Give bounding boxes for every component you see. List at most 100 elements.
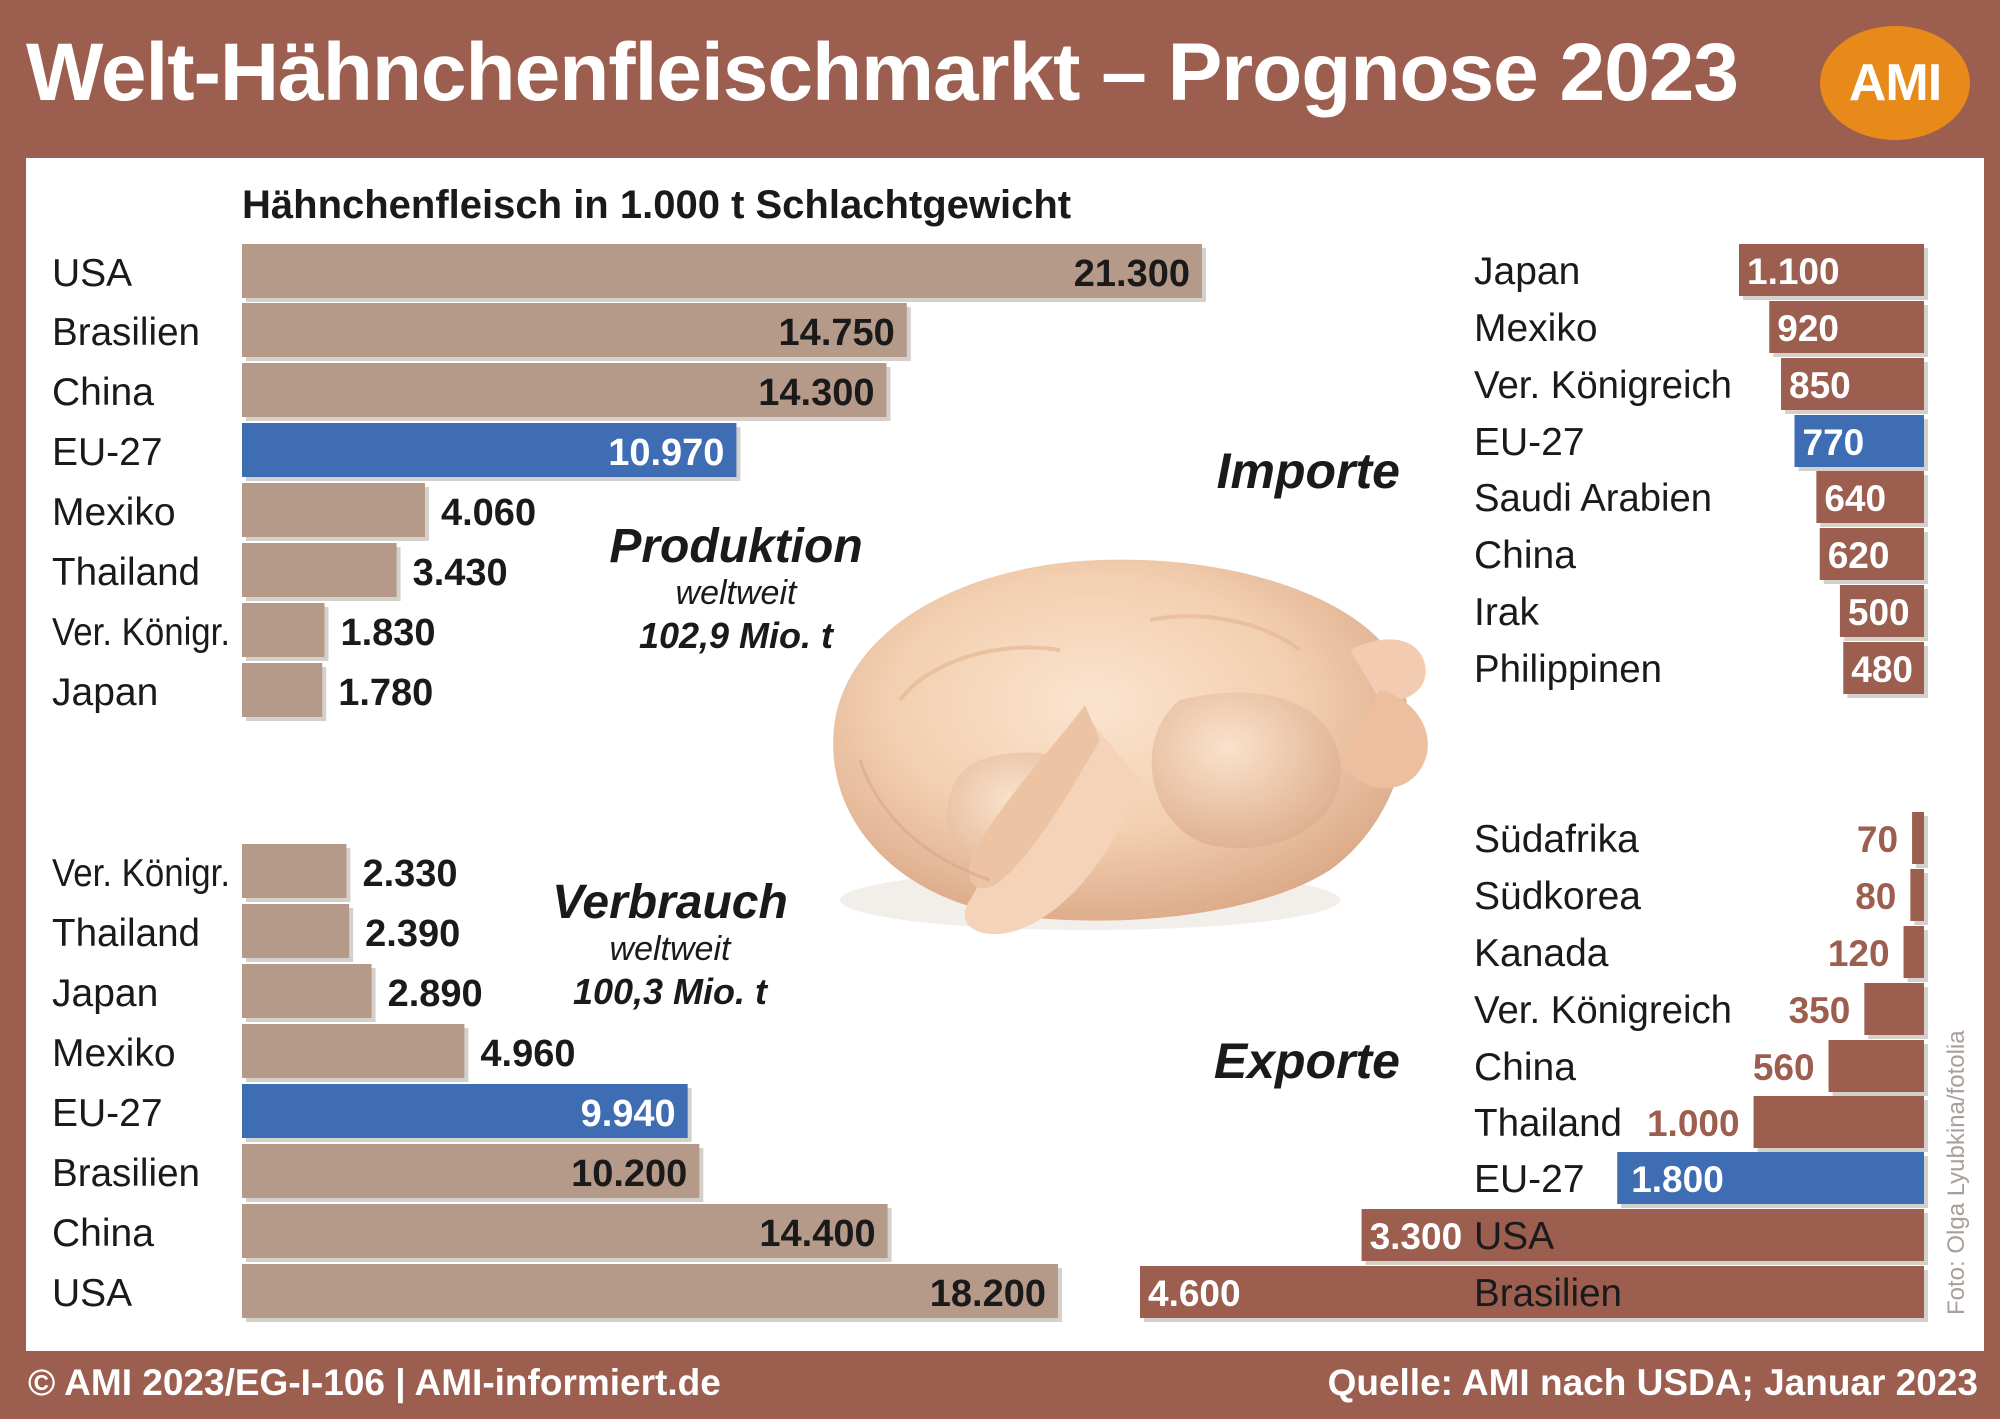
imports-category-label: China [1474,534,1576,577]
imports-bar [1794,415,1924,467]
imports-value-label: 480 [1851,649,1913,690]
consumption-category-label: Japan [52,972,158,1015]
exports-value-label: 1.800 [1631,1159,1724,1200]
exports-category-label: Kanada [1474,932,1609,975]
exports-bar [1910,869,1924,921]
consumption-label: Verbrauch [552,876,788,929]
exports-category-label: USA [1474,1215,1554,1258]
logo-text: AMI [1848,54,1942,112]
production-value-label: 14.300 [758,372,874,414]
imports-category-label: Philippinen [1474,648,1662,691]
exports-category-label: Ver. Königreich [1474,989,1732,1032]
exports-category-label: Südkorea [1474,875,1641,918]
imports-bar [1739,244,1924,296]
production-category-label: USA [52,252,132,295]
imports-bar [1819,528,1924,580]
footer-copyright: © AMI 2023/EG-I-106 | AMI-informiert.de [28,1362,721,1403]
exports-value-label: 1.000 [1647,1103,1740,1144]
exports-value-label: 350 [1789,990,1851,1031]
production-bar [242,423,737,477]
consumption-value-label: 14.400 [759,1213,875,1255]
exports-bar [1912,812,1924,864]
imports-bar [1769,301,1924,353]
production-category-label: Mexiko [52,491,176,534]
exports-category-label: Südafrika [1474,818,1639,861]
production-value-label: 1.780 [338,672,433,714]
imports-category-label: EU-27 [1474,421,1585,464]
production-value-label: 14.750 [779,312,895,354]
consumption-value-label: 10.200 [571,1153,687,1195]
consumption-category-label: Ver. Königr. [52,852,230,895]
exports-value-label: 560 [1753,1047,1815,1088]
production-value-label: 4.060 [441,492,536,534]
imports-category-label: Ver. Königreich [1474,364,1732,407]
consumption-value-label: 2.390 [365,913,460,955]
consumption-bar [242,1144,700,1198]
chicken-photo [833,559,1428,935]
imports-category-label: Japan [1474,250,1580,293]
consumption-value-label: 9.940 [581,1093,676,1135]
ami-logo: AMI [1820,26,1970,140]
consumption-bar [242,904,350,958]
chart-title: Welt-Hähnchenfleischmarkt – Prognose 202… [26,27,1739,118]
exports-category-label: EU-27 [1474,1158,1585,1201]
production-category-label: China [52,371,154,414]
imports-value-label: 920 [1777,308,1839,349]
consumption-category-label: Brasilien [52,1152,200,1195]
consumption-category-label: Thailand [52,912,200,955]
imports-label: Importe [1217,443,1400,499]
imports-bar [1816,471,1924,523]
consumption-category-label: EU-27 [52,1092,163,1135]
production-value-label: 21.300 [1074,253,1190,295]
consumption-bar [242,1204,888,1258]
consumption-category-label: USA [52,1272,132,1315]
production-value-label: 10.970 [608,432,724,474]
exports-bar [1617,1152,1924,1204]
consumption-total: 100,3 Mio. t [573,971,769,1012]
production-bar [242,244,1202,298]
consumption-bar [242,964,372,1018]
consumption-bar [242,1024,465,1078]
production-bar [242,303,907,357]
footer-source: Quelle: AMI nach USDA; Januar 2023 [1327,1362,1978,1403]
exports-value-label: 120 [1828,933,1890,974]
consumption-value-label: 18.200 [930,1273,1046,1315]
imports-bar [1839,585,1924,637]
exports-value-label: 70 [1857,819,1898,860]
exports-bar [1753,1096,1924,1148]
imports-category-label: Saudi Arabien [1474,477,1712,520]
production-category-label: Brasilien [52,311,200,354]
exports-value-label: 4.600 [1148,1273,1241,1314]
production-bar [242,663,323,717]
production-sublabel: weltweit [676,574,798,612]
production-subtitle: Hähnchenfleisch in 1.000 t Schlachtgewic… [242,183,1071,227]
production-bar [242,483,425,537]
production-bar [242,363,887,417]
production-value-label: 1.830 [340,612,435,654]
production-total: 102,9 Mio. t [639,615,835,656]
consumption-value-label: 4.960 [480,1033,575,1075]
production-bar [242,543,397,597]
exports-category-label: Brasilien [1474,1272,1622,1315]
imports-value-label: 640 [1824,478,1886,519]
consumption-value-label: 2.890 [388,973,483,1015]
production-category-label: EU-27 [52,431,163,474]
imports-bar [1843,642,1924,694]
exports-bar [1140,1266,1924,1318]
imports-category-label: Mexiko [1474,307,1598,350]
imports-value-label: 850 [1789,365,1851,406]
consumption-bar [242,1084,688,1138]
consumption-category-label: Mexiko [52,1032,176,1075]
production-value-label: 3.430 [413,552,508,594]
exports-bar [1361,1209,1924,1261]
imports-bar [1781,358,1924,410]
exports-label: Exporte [1214,1033,1400,1089]
exports-value-label: 3.300 [1370,1216,1463,1257]
exports-category-label: China [1474,1046,1576,1089]
consumption-bar [242,1264,1058,1318]
exports-bar [1864,983,1924,1035]
imports-value-label: 1.100 [1747,251,1840,292]
production-category-label: Thailand [52,551,200,594]
production-label: Produktion [609,520,862,573]
